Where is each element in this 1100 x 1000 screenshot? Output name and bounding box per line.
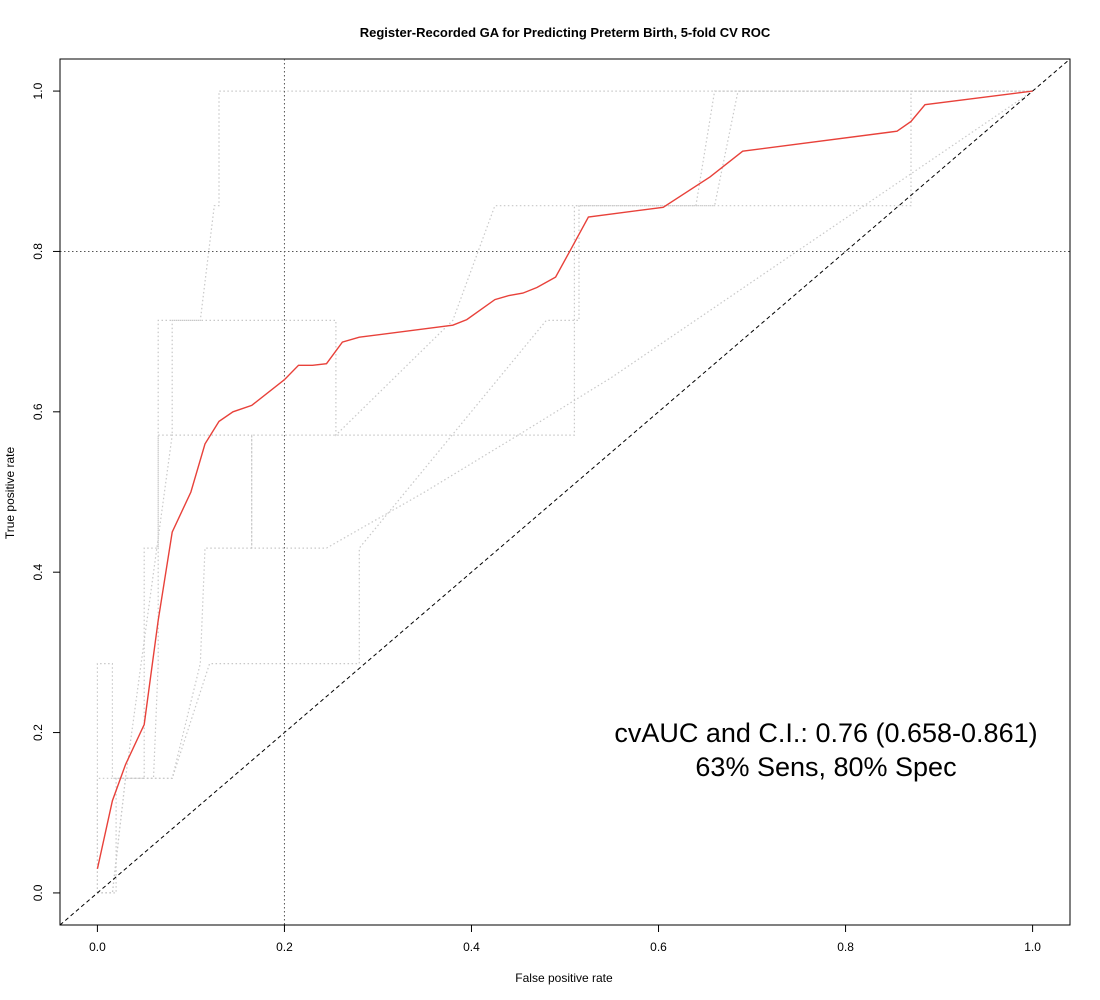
average-roc-curve (96, 90, 1033, 870)
x-tick-label: 0.2 (276, 940, 293, 954)
fold-roc-curve-1 (96, 90, 1033, 893)
fold-roc-curve-5 (97, 90, 1033, 894)
x-tick-label: 0.6 (650, 940, 667, 954)
y-tick-label: 0.6 (31, 403, 45, 420)
x-tick-label: 0.0 (89, 940, 106, 954)
cvauc-annotation: cvAUC and C.I.: 0.76 (0.658-0.861) (614, 718, 1037, 748)
diagonal-chance-line (59, 58, 1071, 926)
fold-roc-curve-4 (97, 90, 1033, 894)
x-tick-label: 0.8 (837, 940, 854, 954)
x-axis-label: False positive rate (515, 971, 613, 985)
y-tick-label: 0.0 (31, 884, 45, 901)
y-tick-label: 0.2 (31, 724, 45, 741)
chart-title: Register-Recorded GA for Predicting Pret… (360, 25, 771, 40)
y-tick-label: 1.0 (31, 82, 45, 99)
average-roc-curve-group (96, 90, 1033, 870)
plot-border (59, 58, 1071, 926)
y-tick-label: 0.4 (31, 564, 45, 581)
y-axis-label: True positive rate (3, 447, 17, 540)
y-tick-label: 0.8 (31, 243, 45, 260)
reference-lines (59, 58, 1071, 926)
x-tick-label: 1.0 (1024, 940, 1041, 954)
sens-spec-annotation: 63% Sens, 80% Spec (695, 752, 956, 782)
x-tick-label: 0.4 (463, 940, 480, 954)
